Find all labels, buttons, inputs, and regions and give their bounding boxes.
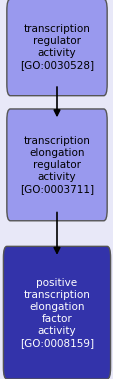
FancyBboxPatch shape	[7, 0, 106, 96]
FancyBboxPatch shape	[3, 246, 110, 379]
Text: transcription
regulator
activity
[GO:0030528]: transcription regulator activity [GO:003…	[20, 24, 93, 70]
FancyBboxPatch shape	[7, 109, 106, 221]
Text: positive
transcription
elongation
factor
activity
[GO:0008159]: positive transcription elongation factor…	[20, 278, 93, 348]
Text: transcription
elongation
regulator
activity
[GO:0003711]: transcription elongation regulator activ…	[20, 136, 93, 194]
